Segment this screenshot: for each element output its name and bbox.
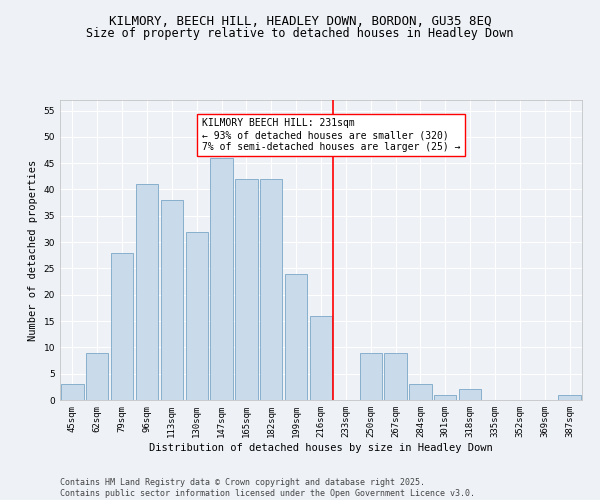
Bar (459, 390, 481, 400)
Bar (111, 252, 133, 400)
Bar (260, 179, 283, 400)
Bar (310, 316, 332, 400)
Bar (434, 394, 457, 400)
Bar (559, 394, 581, 400)
Bar (285, 274, 307, 400)
Text: Size of property relative to detached houses in Headley Down: Size of property relative to detached ho… (86, 28, 514, 40)
Text: KILMORY, BEECH HILL, HEADLEY DOWN, BORDON, GU35 8EQ: KILMORY, BEECH HILL, HEADLEY DOWN, BORDO… (109, 15, 491, 28)
Bar (359, 352, 382, 400)
Bar (409, 384, 431, 400)
Bar (86, 352, 109, 400)
Bar (185, 232, 208, 400)
Bar (136, 184, 158, 400)
Text: Contains HM Land Registry data © Crown copyright and database right 2025.
Contai: Contains HM Land Registry data © Crown c… (60, 478, 475, 498)
Bar (161, 200, 183, 400)
Text: KILMORY BEECH HILL: 231sqm
← 93% of detached houses are smaller (320)
7% of semi: KILMORY BEECH HILL: 231sqm ← 93% of deta… (202, 118, 460, 152)
Bar (61, 384, 83, 400)
Y-axis label: Number of detached properties: Number of detached properties (28, 160, 38, 340)
X-axis label: Distribution of detached houses by size in Headley Down: Distribution of detached houses by size … (149, 442, 493, 452)
Bar (385, 352, 407, 400)
Bar (235, 179, 257, 400)
Bar (211, 158, 233, 400)
